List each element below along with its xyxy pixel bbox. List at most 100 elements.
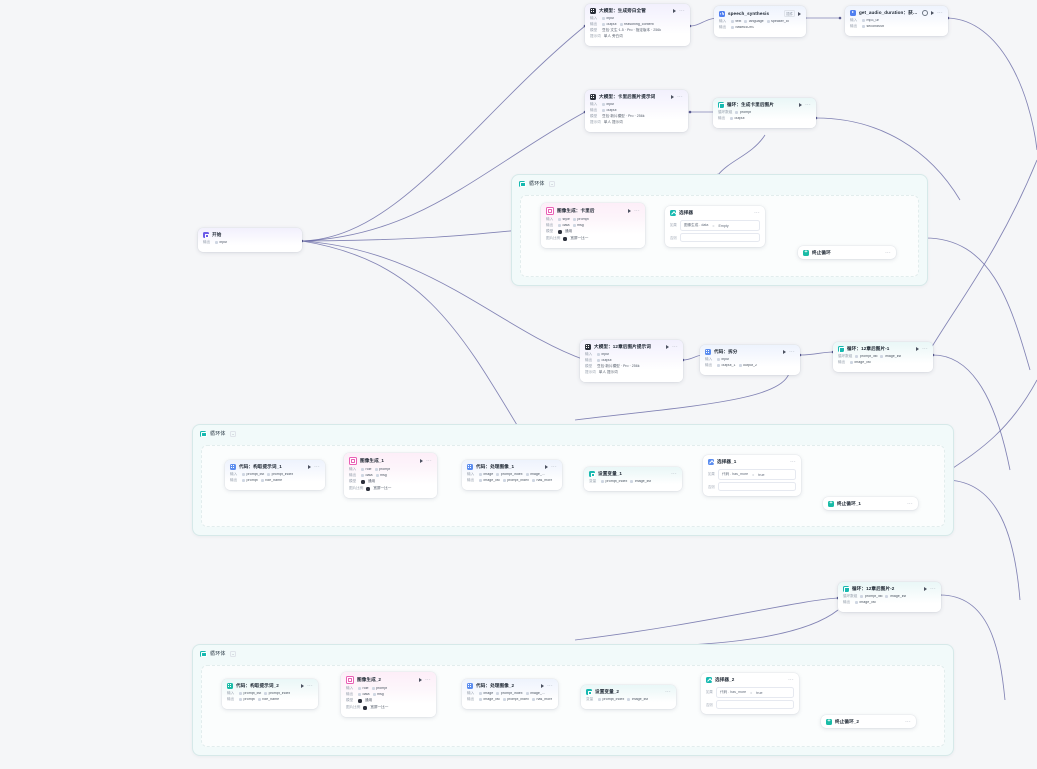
node-terminate-loop-top[interactable]: 终止循环 ··· bbox=[798, 246, 896, 259]
run-icon[interactable] bbox=[799, 103, 803, 107]
more-icon[interactable]: ··· bbox=[922, 345, 928, 352]
condition-row[interactable]: 代码 . has_more = true bbox=[716, 687, 794, 698]
value-pill: prompt bbox=[242, 479, 258, 483]
node-selector-top[interactable]: 选择器 ··· 如果 图像生成 . data = Empty 否则 bbox=[665, 206, 765, 247]
run-icon[interactable] bbox=[916, 347, 920, 351]
more-icon[interactable]: ··· bbox=[937, 9, 943, 16]
node-row: 提示词 单人 提示词 bbox=[585, 371, 678, 375]
node-code-build-prompt-1[interactable]: 代码：构取提示词_1 ··· 输入 prompt_list prompt_ind… bbox=[225, 460, 325, 491]
run-icon[interactable] bbox=[673, 9, 677, 13]
node-selector-2[interactable]: 选择器_2 ··· 如果 代码 . has_more = true 否则 bbox=[701, 673, 799, 714]
more-icon[interactable]: ··· bbox=[885, 249, 891, 256]
loop-container-images-1[interactable]: 循环体 ⌄ bbox=[192, 424, 954, 536]
collapse-icon[interactable]: ⌄ bbox=[229, 430, 237, 437]
node-code-handle-image-1[interactable]: 代码：处理图像_1 ··· 输入 image prompt_index imag… bbox=[462, 460, 562, 491]
run-icon[interactable] bbox=[931, 11, 935, 15]
condition-left: 代码 . has_more bbox=[720, 690, 747, 694]
run-icon[interactable] bbox=[924, 587, 928, 591]
more-icon[interactable]: ··· bbox=[551, 463, 557, 470]
more-icon[interactable]: ··· bbox=[307, 682, 313, 689]
node-row: 输出 secondsStr bbox=[850, 24, 943, 29]
node-image-gen-2[interactable]: 图像生成_2 ··· 输入 role prompt 输出 data msg bbox=[341, 672, 436, 718]
run-icon[interactable] bbox=[541, 684, 545, 688]
run-icon[interactable] bbox=[628, 209, 632, 213]
value-pill: data bbox=[358, 693, 370, 697]
node-llm-story-prompt[interactable]: 大模型：12章后图片提示词 ··· 输入 input 输出 output 模型 … bbox=[580, 340, 683, 383]
loop-container-title: 循环体 bbox=[210, 431, 226, 437]
node-title: 代码：处理图像_2 bbox=[476, 683, 515, 688]
run-icon[interactable] bbox=[783, 350, 787, 354]
node-header: 代码：处理图像_2 ··· bbox=[462, 679, 558, 692]
value-pill: output bbox=[597, 359, 612, 363]
node-selector-1[interactable]: 选择器_1 ··· 如果 代码 . has_more = true 否则 bbox=[703, 455, 801, 496]
node-llm-narration[interactable]: 大模型：生成旁白全管 ··· 输入 input 输出 output reason… bbox=[585, 4, 690, 47]
more-icon[interactable]: ··· bbox=[672, 343, 678, 350]
run-icon[interactable] bbox=[301, 684, 305, 688]
node-row: 输出 base64URL bbox=[719, 25, 801, 30]
node-row: 模型 豆包·文生·1.5 · Pro · 指定版本 · 256k bbox=[590, 29, 685, 33]
node-row: 图片比例 宽屏一比一 bbox=[546, 236, 640, 241]
more-icon[interactable]: ··· bbox=[754, 209, 760, 216]
more-icon[interactable]: ··· bbox=[679, 7, 685, 14]
gear-icon[interactable] bbox=[922, 10, 929, 16]
row-key: 输出 bbox=[718, 116, 726, 121]
node-code-handle-image-2[interactable]: 代码：处理图像_2 ··· 输入 image prompt_index imag… bbox=[462, 679, 558, 710]
collapse-icon[interactable]: ⌄ bbox=[548, 180, 556, 187]
node-title: 循环：12章后图片-1 bbox=[847, 346, 890, 351]
more-icon[interactable]: ··· bbox=[671, 470, 677, 477]
condition-row[interactable]: 代码 . has_more = true bbox=[718, 469, 796, 480]
else-branch-slot[interactable] bbox=[718, 482, 796, 491]
node-header: 终止循环_2 ··· bbox=[821, 715, 916, 728]
loop-container-images-2[interactable]: 循环体 ⌄ bbox=[192, 644, 954, 756]
row-key: 模型 bbox=[590, 114, 598, 119]
run-icon[interactable] bbox=[308, 465, 312, 469]
node-body: 循环数组 prompt 输出 output bbox=[713, 110, 816, 128]
node-row: 输出 image_list bbox=[843, 600, 936, 605]
node-terminate-loop-1[interactable]: 终止循环_1 ··· bbox=[823, 497, 918, 510]
more-icon[interactable]: ··· bbox=[789, 348, 795, 355]
more-icon[interactable]: ··· bbox=[790, 458, 796, 465]
more-icon[interactable]: ··· bbox=[425, 676, 431, 683]
node-image-gen-1[interactable]: 图像生成_1 ··· 输入 role prompt 输出 data msg bbox=[344, 453, 437, 499]
run-icon[interactable] bbox=[666, 345, 670, 349]
more-icon[interactable]: ··· bbox=[907, 500, 913, 507]
node-get-audio-duration[interactable]: get_audio_duration：获取… ··· 输入 mp3_url 输出… bbox=[845, 6, 948, 37]
else-branch-slot[interactable] bbox=[680, 233, 760, 242]
run-icon[interactable] bbox=[420, 459, 424, 463]
more-icon[interactable]: ··· bbox=[634, 207, 640, 214]
node-terminate-loop-2[interactable]: 终止循环_2 ··· bbox=[821, 715, 916, 728]
run-icon[interactable] bbox=[671, 95, 675, 99]
node-loop-card-images[interactable]: 循环：生成卡里后图片 ··· 循环数组 prompt 输出 output bbox=[713, 98, 816, 129]
node-loop-images-1[interactable]: 循环：12章后图片-1 ··· 循环数组 prompt_list image_l… bbox=[833, 342, 933, 373]
node-code-build-prompt-2[interactable]: 代码：构取提示词_2 ··· 输入 prompt_list prompt_ind… bbox=[222, 679, 318, 710]
node-set-variable-1[interactable]: 设置变量_1 ··· 变量 prompt_index image_list bbox=[584, 467, 682, 492]
node-llm-card-prompt[interactable]: 大模型：卡里后图片提示词 ··· 输入 input 输出 output 模型 豆… bbox=[585, 90, 688, 133]
node-image-gen-card[interactable]: 图像生成：卡里后 ··· 输入 style prompt 输出 data msg bbox=[541, 203, 645, 249]
value-pill: prompt bbox=[375, 468, 390, 472]
node-set-variable-2[interactable]: 设置变量_2 ··· 变量 prompt_index image_list bbox=[581, 685, 676, 710]
more-icon[interactable]: ··· bbox=[930, 585, 936, 592]
more-icon[interactable]: ··· bbox=[547, 682, 553, 689]
more-icon[interactable]: ··· bbox=[426, 457, 432, 464]
more-icon[interactable]: ··· bbox=[314, 463, 320, 470]
value-pill: base64URL bbox=[731, 26, 755, 30]
more-icon[interactable]: ··· bbox=[665, 688, 671, 695]
run-icon[interactable] bbox=[798, 11, 801, 16]
node-loop-images-2[interactable]: 循环：12章后图片-2 ··· 循环数组 prompt_list image_l… bbox=[838, 582, 941, 613]
condition-row[interactable]: 图像生成 . data = Empty bbox=[680, 220, 760, 231]
more-icon[interactable]: ··· bbox=[905, 718, 911, 725]
node-start[interactable]: 开始 输出 input bbox=[198, 228, 302, 253]
loop-body-icon bbox=[200, 430, 207, 438]
more-icon[interactable]: ··· bbox=[677, 93, 683, 100]
run-icon[interactable] bbox=[419, 678, 423, 682]
run-icon[interactable] bbox=[545, 465, 549, 469]
else-branch-slot[interactable] bbox=[716, 700, 794, 709]
more-icon[interactable]: ··· bbox=[805, 101, 811, 108]
node-speech-synthesis[interactable]: speech_synthesis 插件 输入 text language spe… bbox=[714, 6, 806, 38]
value-pill: image bbox=[479, 692, 494, 696]
collapse-icon[interactable]: ⌄ bbox=[229, 650, 237, 657]
more-icon[interactable]: ··· bbox=[788, 676, 794, 683]
node-header: 图像生成_1 ··· bbox=[344, 453, 437, 468]
node-code-split[interactable]: 代码：拆分 ··· 输入 input 输出 output_1 output_2 bbox=[700, 345, 800, 376]
